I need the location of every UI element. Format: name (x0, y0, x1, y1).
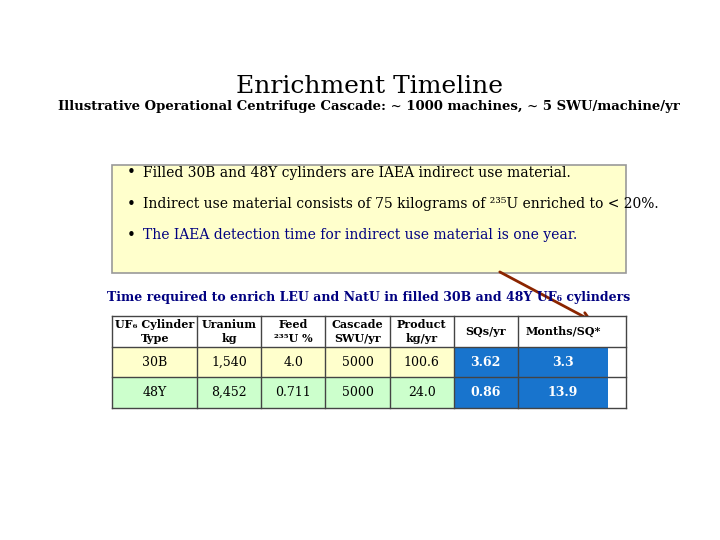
Text: 48Y: 48Y (143, 386, 167, 399)
Text: UF₆ Cylinder
Type: UF₆ Cylinder Type (115, 319, 194, 345)
Text: Indirect use material consists of 75 kilograms of ²³⁵U enriched to < 20%.: Indirect use material consists of 75 kil… (143, 197, 659, 211)
Bar (112, 347, 197, 377)
Text: 4.0: 4.0 (284, 356, 303, 369)
Text: •: • (126, 228, 135, 243)
Bar (518, 377, 608, 408)
Text: Uranium
kg: Uranium kg (202, 319, 256, 345)
Text: SQs/yr: SQs/yr (465, 326, 506, 337)
Bar (454, 347, 518, 377)
Text: 5000: 5000 (341, 386, 374, 399)
Bar (197, 347, 261, 377)
Bar (390, 377, 454, 408)
Text: 0.86: 0.86 (471, 386, 501, 399)
Text: Product
kg/yr: Product kg/yr (397, 319, 446, 345)
Bar (197, 377, 261, 408)
Text: •: • (126, 197, 135, 212)
Text: Enrichment Timeline: Enrichment Timeline (235, 75, 503, 98)
Bar (325, 377, 390, 408)
Text: 24.0: 24.0 (408, 386, 436, 399)
Bar (112, 316, 626, 408)
Text: Months/SQ*: Months/SQ* (525, 326, 600, 337)
Text: 8,452: 8,452 (211, 386, 247, 399)
Bar (261, 377, 325, 408)
Bar (390, 347, 454, 377)
Bar (112, 377, 197, 408)
Text: Filled 30B and 48Y cylinders are IAEA indirect use material.: Filled 30B and 48Y cylinders are IAEA in… (143, 166, 571, 180)
Text: 1,540: 1,540 (211, 356, 247, 369)
Text: Illustrative Operational Centrifuge Cascade: ~ 1000 machines, ~ 5 SWU/machine/yr: Illustrative Operational Centrifuge Casc… (58, 100, 680, 113)
Text: 13.9: 13.9 (548, 386, 578, 399)
Text: 3.62: 3.62 (471, 356, 501, 369)
Bar (325, 347, 390, 377)
Bar (261, 347, 325, 377)
Bar (518, 347, 608, 377)
Text: Cascade
SWU/yr: Cascade SWU/yr (332, 319, 383, 345)
Text: •: • (126, 165, 135, 180)
Text: Time required to enrich LEU and NatU in filled 30B and 48Y UF₆ cylinders: Time required to enrich LEU and NatU in … (107, 292, 631, 305)
Text: The IAEA detection time for indirect use material is one year.: The IAEA detection time for indirect use… (143, 228, 577, 242)
Text: 100.6: 100.6 (404, 356, 439, 369)
Bar (112, 165, 626, 273)
Bar (454, 377, 518, 408)
Text: 0.711: 0.711 (276, 386, 311, 399)
Text: 5000: 5000 (341, 356, 374, 369)
Text: 3.3: 3.3 (552, 356, 574, 369)
Text: Feed
²³⁵U %: Feed ²³⁵U % (274, 319, 312, 345)
Text: 30B: 30B (142, 356, 167, 369)
